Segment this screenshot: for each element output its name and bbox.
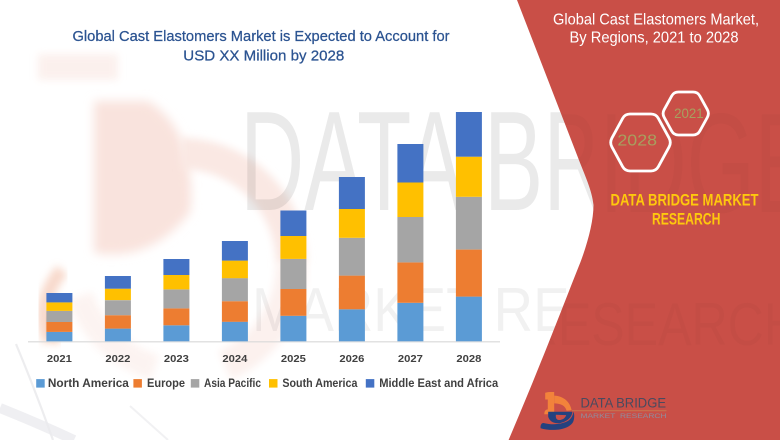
- svg-text:Global Cast Elastomers Market,: Global Cast Elastomers Market,: [553, 11, 759, 28]
- svg-text:2028: 2028: [617, 132, 657, 149]
- svg-text:DATA BRIDGE MARKET: DATA BRIDGE MARKET: [611, 192, 759, 210]
- svg-text:2026: 2026: [339, 353, 364, 365]
- svg-text:Global Cast Elastomers Market: Global Cast Elastomers Market is Expecte…: [73, 28, 450, 45]
- svg-text:Europe: Europe: [147, 378, 185, 390]
- svg-text:2021: 2021: [47, 353, 72, 365]
- svg-text:Asia Pacific: Asia Pacific: [204, 378, 262, 390]
- svg-text:By Regions, 2021 to 2028: By Regions, 2021 to 2028: [570, 30, 739, 47]
- svg-text:USD XX Million by 2028: USD XX Million by 2028: [183, 47, 344, 64]
- svg-text:RESEARCH: RESEARCH: [652, 211, 721, 229]
- svg-text:North America: North America: [48, 378, 130, 390]
- svg-text:2025: 2025: [281, 353, 306, 365]
- svg-text:DATA BRIDGE: DATA BRIDGE: [581, 396, 667, 412]
- svg-text:2027: 2027: [398, 353, 423, 365]
- svg-text:MARKET RESEARCH: MARKET RESEARCH: [581, 414, 667, 420]
- svg-text:2024: 2024: [222, 353, 247, 365]
- svg-text:Middle East and Africa: Middle East and Africa: [379, 378, 499, 390]
- svg-text:South America: South America: [282, 378, 358, 390]
- svg-text:2021: 2021: [674, 105, 704, 121]
- svg-text:2022: 2022: [105, 353, 130, 365]
- svg-text:2028: 2028: [456, 353, 481, 365]
- svg-text:2023: 2023: [164, 353, 189, 365]
